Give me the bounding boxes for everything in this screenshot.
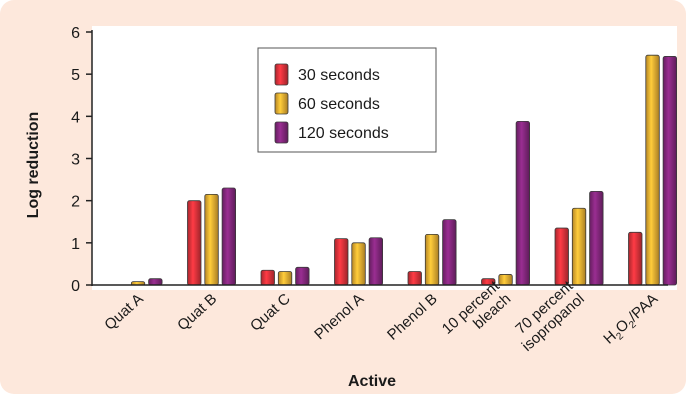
bar [645, 54, 660, 286]
bar [442, 219, 457, 286]
bar [424, 233, 440, 286]
legend-label: 60 seconds [298, 96, 380, 113]
x-axis-label: Active [348, 373, 396, 390]
bar [498, 274, 513, 286]
bar [148, 278, 163, 286]
bar [295, 266, 310, 286]
bar [368, 237, 384, 286]
bar [628, 231, 643, 286]
bar [334, 238, 349, 286]
y-tick-label: 3 [71, 152, 80, 169]
y-ticks-group: 0 1 2 3 4 5 6 [71, 25, 92, 295]
y-tick-label: 0 [71, 278, 80, 295]
y-tick-label: 4 [71, 109, 80, 126]
bar [571, 207, 587, 286]
legend: 30 seconds 60 seconds 120 seconds [257, 47, 437, 153]
bar [260, 269, 275, 286]
bar [589, 190, 604, 286]
y-tick-label: 2 [71, 194, 80, 211]
y-tick-label: 5 [71, 67, 80, 84]
y-axis-label: Log reduction [25, 112, 42, 219]
y-tick-label: 1 [71, 236, 80, 253]
legend-label: 30 seconds [298, 67, 380, 84]
legend-swatch [274, 92, 289, 115]
bar [204, 193, 219, 286]
bar [515, 120, 530, 286]
y-tick-label: 6 [71, 25, 80, 42]
bar [407, 271, 422, 286]
legend-swatch [274, 63, 289, 86]
bar [277, 271, 293, 286]
bar [351, 242, 366, 286]
bar [662, 56, 677, 286]
legend-label: 120 seconds [298, 125, 389, 142]
bars-group [130, 54, 677, 286]
bar [221, 187, 237, 286]
legend-swatch [274, 121, 289, 144]
bar [187, 200, 202, 286]
bar [554, 227, 569, 286]
